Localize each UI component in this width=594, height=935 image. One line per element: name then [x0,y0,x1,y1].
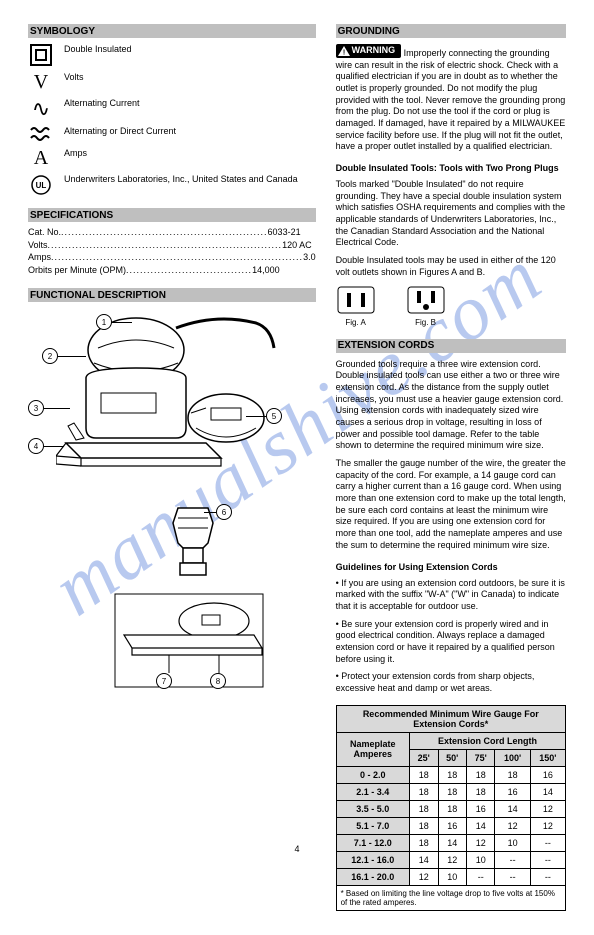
extcords-text2: The smaller the gauge number of the wire… [336,458,566,552]
guidelines-header: Guidelines for Using Extension Cords [336,562,566,572]
sym-label: Alternating Current [64,98,316,109]
table-row: 12.1 - 16.0141210---- [336,851,565,868]
callout-3: 3 [28,400,44,416]
spec-row: Cat. No.................................… [28,226,316,239]
leader [246,416,266,417]
volts-icon: V [28,72,54,92]
grounding-header: GROUNDING [336,24,566,38]
callout-6: 6 [216,504,232,520]
guideline: • Protect your extension cords from shar… [336,671,566,694]
fig-b: Fig. B [406,285,446,327]
amps-icon: A [28,148,54,168]
guideline: • Be sure your extension cord is properl… [336,619,566,666]
ac-icon: ∿ [28,98,54,120]
guideline: • If you are using an extension cord out… [336,578,566,613]
sym-label: Alternating or Direct Current [64,126,316,137]
warning-text: Improperly connecting the grounding wire… [336,48,566,152]
extension-cord-table: Recommended Minimum Wire Gauge For Exten… [336,705,566,911]
table-row: 5.1 - 7.01816141212 [336,817,565,834]
fig-a: Fig. A [336,285,376,327]
extcords-header: EXTENSION CORDS [336,339,566,353]
spec-row: Orbits per Minute (OPM).................… [28,264,316,277]
inset-drawing [114,593,264,688]
specs-header: SPECIFICATIONS [28,208,316,222]
leader [112,322,132,323]
leader [58,356,86,357]
extcords-text: Grounded tools require a three wire exte… [336,359,566,453]
sym-label: Underwriters Laboratories, Inc., United … [64,174,316,185]
func-header: FUNCTIONAL DESCRIPTION [28,288,316,302]
sym-label: Volts [64,72,316,83]
spec-row: Amps....................................… [28,251,316,264]
ul-icon: UL [28,174,54,196]
svg-text:UL: UL [36,181,47,190]
table-row: 2.1 - 3.41818181614 [336,783,565,800]
functional-diagram: 1 2 3 4 5 6 7 8 [28,308,288,698]
acdc-icon [28,126,54,142]
table-row: 3.5 - 5.01818161412 [336,800,565,817]
table-row: 16.1 - 20.01210------ [336,868,565,885]
sym-label: Amps [64,148,316,159]
leader [204,512,216,513]
symbology-header: SYMBOLOGY [28,24,316,38]
di-subheader: Double Insulated Tools: Tools with Two P… [336,163,566,173]
di-text: Tools marked "Double Insulated" do not r… [336,179,566,249]
sym-label: Double Insulated [64,44,316,55]
callout-4: 4 [28,438,44,454]
svg-text:!: ! [342,49,344,56]
callout-5: 5 [266,408,282,424]
polarized-text: Double Insulated tools may be used in ei… [336,255,566,278]
leader [44,446,64,447]
double-insulated-icon [28,44,54,66]
table-row: 7.1 - 12.018141210-- [336,834,565,851]
table-row: 0 - 2.01818181816 [336,766,565,783]
warning-badge: ! WARNING [336,44,402,58]
sander-drawing [56,308,276,508]
spec-row: Volts...................................… [28,239,316,252]
leader [44,408,70,409]
